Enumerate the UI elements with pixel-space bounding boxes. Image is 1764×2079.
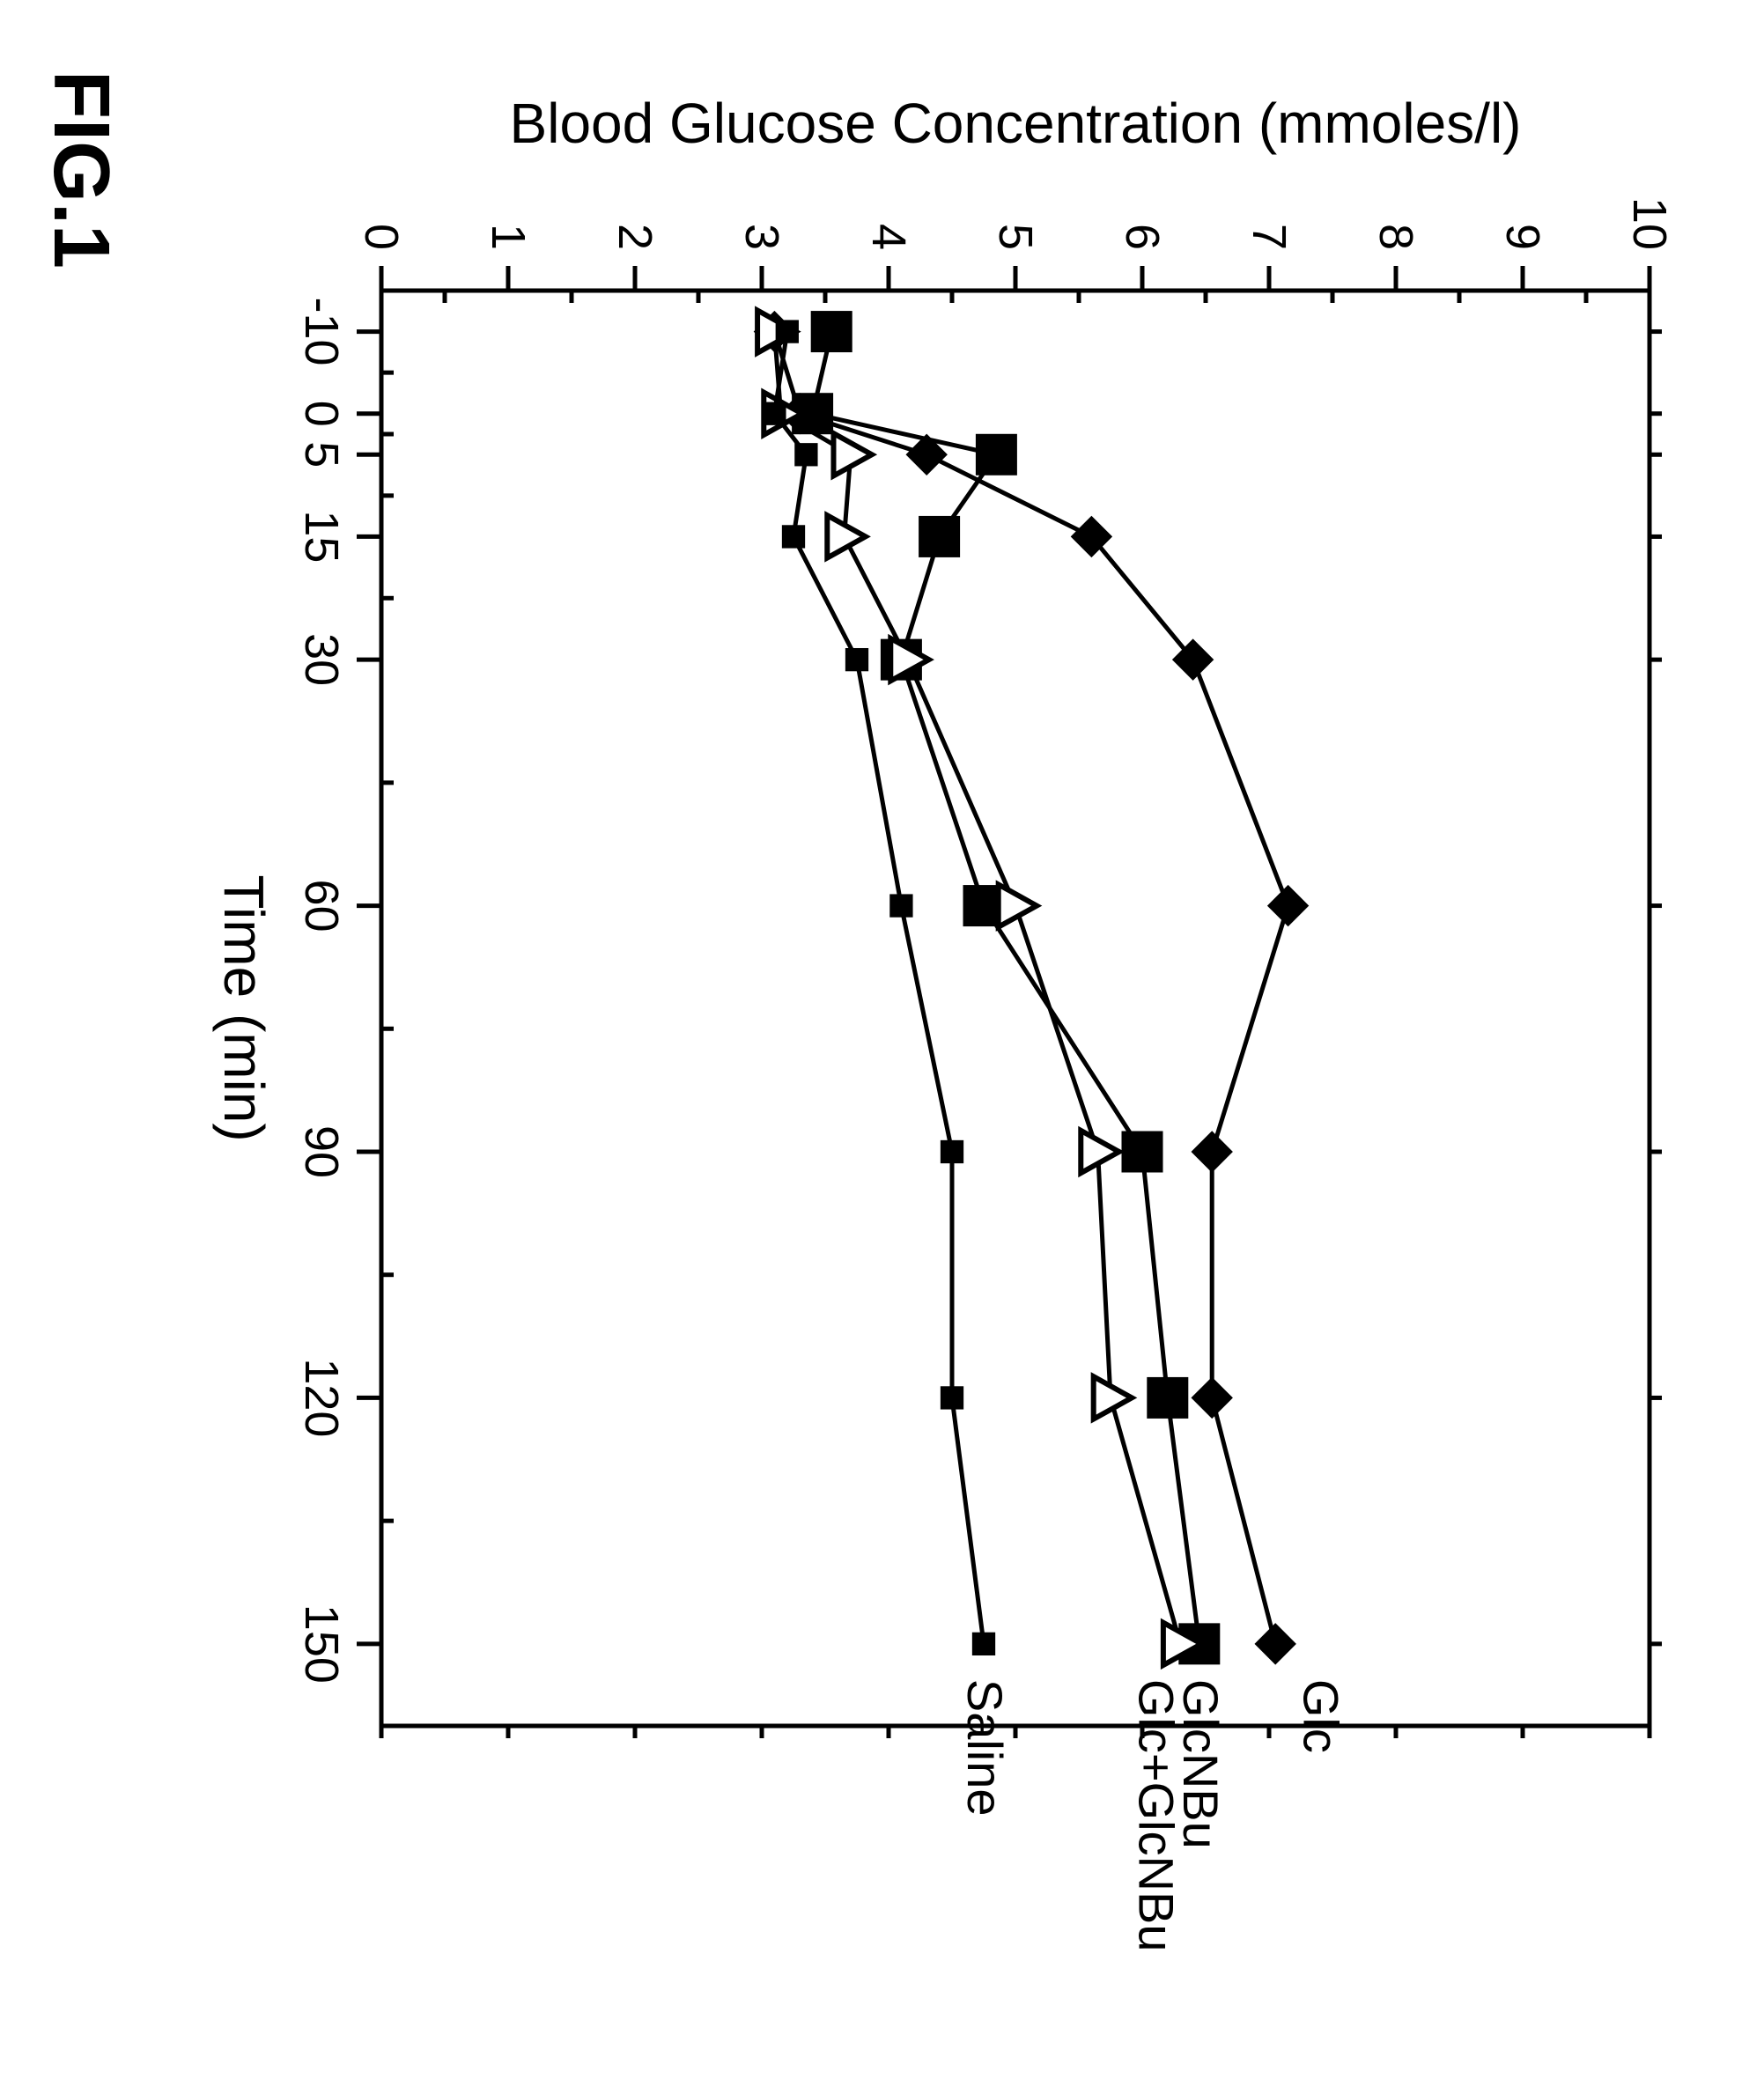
series-GlcNBu-line (813, 332, 1199, 1644)
svg-text:5: 5 (989, 224, 1042, 250)
series-Glc+GlcNBu-label: Glc+GlcNBu (1128, 1679, 1184, 1952)
svg-text:30: 30 (295, 633, 348, 686)
svg-text:15: 15 (295, 510, 348, 563)
svg-text:2: 2 (609, 224, 661, 250)
svg-text:7: 7 (1243, 224, 1295, 250)
svg-text:1: 1 (482, 224, 535, 250)
line-chart: -10 0 5 15 30 60 90 120 150 0 1 2 3 4 5 6 7 8 9 10 Time (min… (196, 0, 1711, 2079)
svg-text:0: 0 (355, 224, 408, 250)
svg-text:Blood Glucose Concentration (m: Blood Glucose Concentration (mmoles/l) (510, 92, 1522, 155)
svg-text:10: 10 (1623, 197, 1676, 250)
page-rotated-container: FIG.1 -10 0 5 15 30 60 90 120 150 0 1 2 3 4 5 6 7 8 9 10 Tim… (0, 0, 1764, 1764)
svg-text:8: 8 (1369, 224, 1422, 250)
svg-text:Time (min): Time (min) (212, 874, 276, 1141)
svg-text:4: 4 (862, 224, 915, 250)
figure-caption: FIG.1 (35, 70, 126, 269)
svg-text:3: 3 (735, 224, 788, 250)
page-inner: FIG.1 -10 0 5 15 30 60 90 120 150 0 1 2 3 4 5 6 7 8 9 10 Tim… (0, 0, 1764, 2079)
svg-text:90: 90 (295, 1125, 348, 1178)
svg-text:60: 60 (295, 880, 348, 933)
svg-text:9: 9 (1496, 224, 1549, 250)
series-Saline-label: Saline (957, 1679, 1013, 1817)
svg-text:5: 5 (295, 441, 348, 468)
svg-text:120: 120 (295, 1358, 348, 1437)
svg-text:-10: -10 (295, 298, 348, 366)
svg-text:6: 6 (1116, 224, 1169, 250)
series-Glc-label: Glc (1294, 1679, 1349, 1753)
svg-text:0: 0 (295, 401, 348, 427)
svg-text:150: 150 (295, 1604, 348, 1684)
